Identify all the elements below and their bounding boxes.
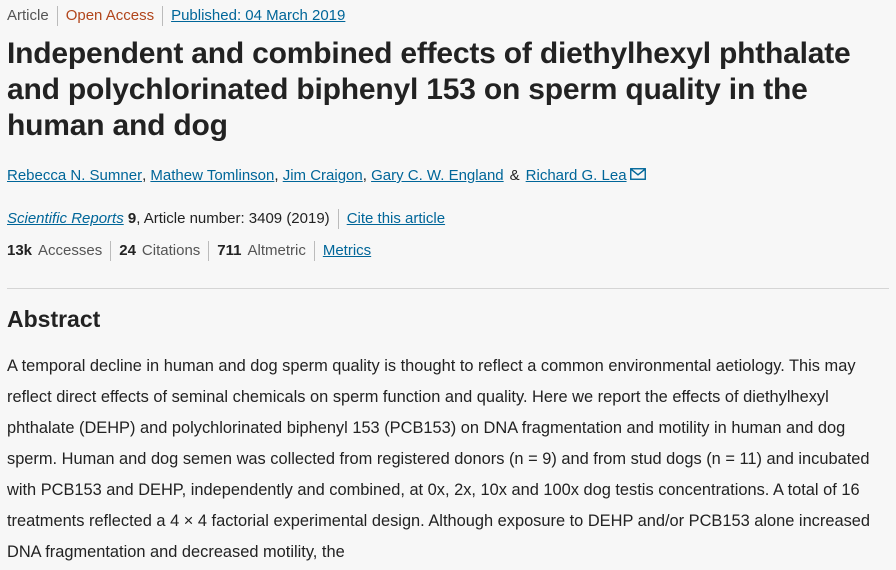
altmetric-score: 711 (217, 242, 242, 259)
article-title: Independent and combined effects of diet… (7, 37, 851, 142)
meta-separator (162, 6, 164, 26)
author-separator: , (362, 167, 367, 184)
article-meta: Article Open Access Published: 04 March … (7, 6, 889, 26)
section-divider (7, 288, 889, 289)
citations-label: Citations (141, 242, 201, 259)
metrics-bar: 13k Accesses 24 Citations 711 Altmetric … (7, 241, 889, 261)
metrics-separator (110, 241, 112, 261)
article-page: Article Open Access Published: 04 March … (0, 6, 896, 568)
cite-article-link[interactable]: Cite this article (346, 210, 446, 227)
author-link[interactable]: Rebecca N. Sumner (7, 167, 143, 184)
open-access-label: Open Access (65, 7, 155, 24)
accesses-label: Accesses (38, 242, 103, 259)
journal-separator (337, 209, 339, 229)
author-link[interactable]: Richard G. Lea (525, 167, 627, 184)
article-type: Article (7, 7, 49, 24)
author-separator: , (142, 167, 147, 184)
author-ampersand: & (509, 167, 520, 184)
journal-volume: 9 (127, 210, 137, 227)
author-separator: , (274, 167, 279, 184)
article-number: , Article number: 3409 (2019) (136, 210, 330, 227)
abstract-text: A temporal decline in human and dog sper… (7, 357, 870, 561)
author-link[interactable]: Gary C. W. England (371, 167, 504, 184)
abstract-heading: Abstract (7, 306, 101, 332)
author-list: Rebecca N. Sumner, Mathew Tomlinson, Jim… (7, 165, 889, 187)
mail-icon[interactable] (629, 165, 646, 187)
metrics-separator (208, 241, 210, 261)
author-link[interactable]: Mathew Tomlinson (150, 167, 275, 184)
journal-info: Scientific Reports 9 , Article number: 3… (7, 209, 889, 229)
metrics-link[interactable]: Metrics (322, 242, 372, 259)
meta-separator (56, 6, 58, 26)
metrics-separator (313, 241, 315, 261)
citations-count: 24 (119, 242, 136, 259)
journal-link[interactable]: Scientific Reports (7, 210, 124, 227)
author-link[interactable]: Jim Craigon (282, 167, 363, 184)
altmetric-label: Altmetric (247, 242, 306, 259)
published-date-link[interactable]: Published: 04 March 2019 (171, 7, 346, 24)
accesses-count: 13k (7, 242, 33, 259)
